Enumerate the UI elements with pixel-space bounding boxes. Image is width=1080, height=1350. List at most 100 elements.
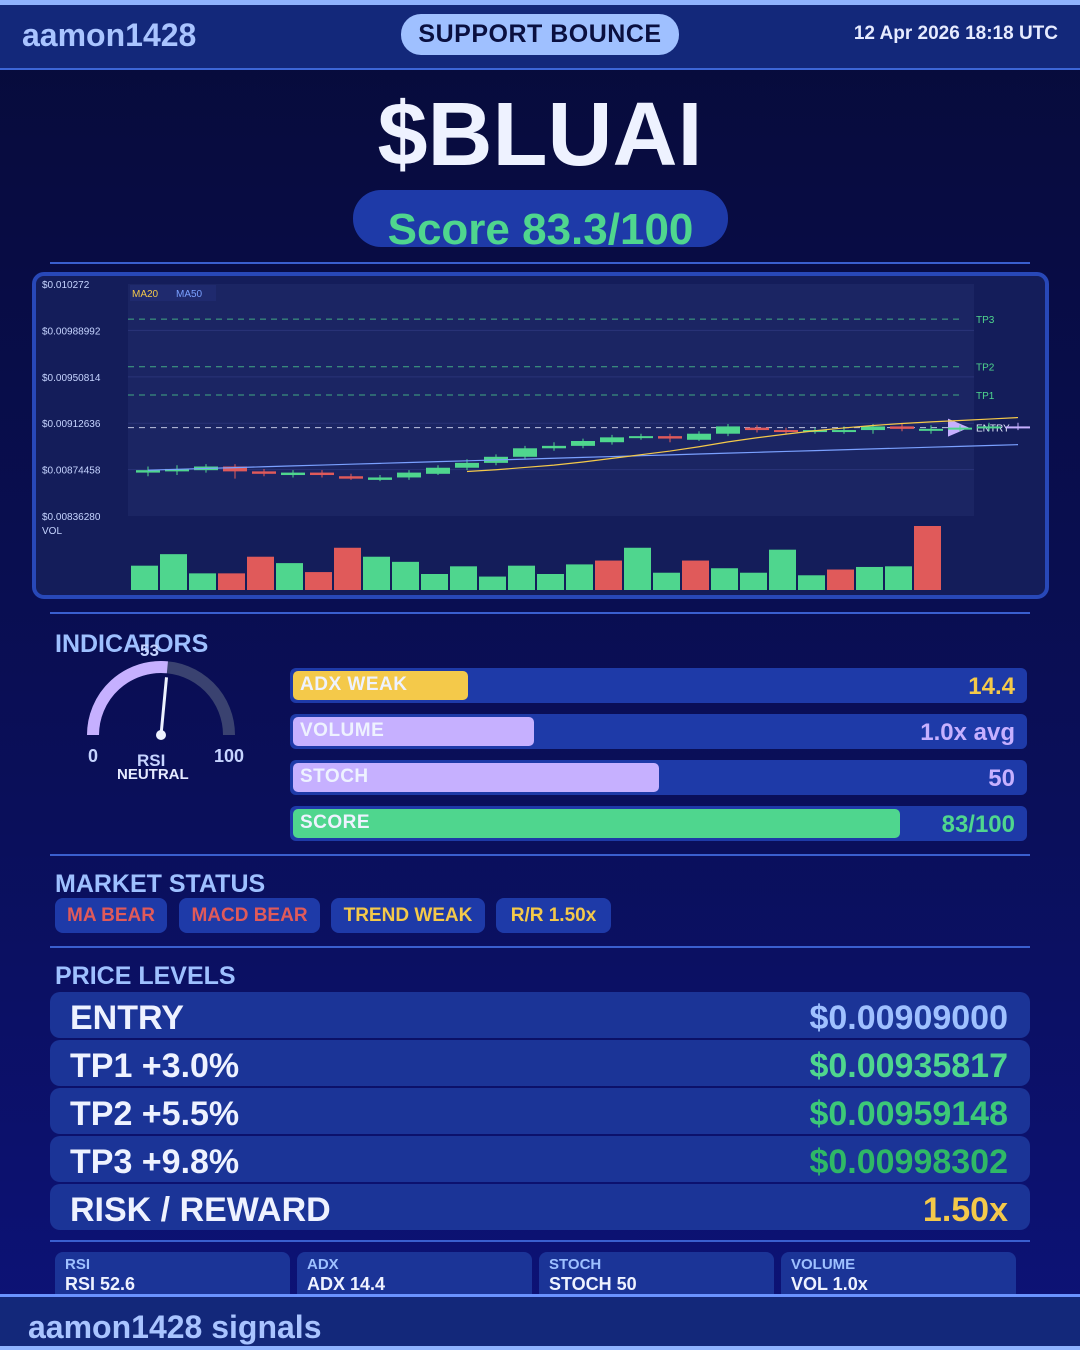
indicator-bar-value: 83/100 — [941, 811, 1015, 838]
signal-type-badge: SUPPORT BOUNCE — [401, 14, 679, 55]
status-badge-rr: R/R 1.50x — [496, 898, 611, 933]
legend-ma50: MA50 — [176, 289, 203, 300]
candle-body — [832, 430, 856, 433]
candle-body — [774, 430, 798, 433]
rsi-gauge-value: 53 — [140, 641, 159, 660]
candle-body — [745, 427, 769, 431]
status-badge-trend: TREND WEAK — [331, 898, 485, 933]
stat-title: VOLUME — [791, 1256, 856, 1273]
indicator-bar-score: SCORE 83/100 — [290, 806, 1027, 841]
bottom-accent-line — [0, 1346, 1080, 1350]
candle-body — [310, 472, 334, 476]
footer-brand: aamon1428 signals — [28, 1309, 322, 1345]
indicator-bar-fill — [293, 717, 535, 746]
volume-bar — [508, 565, 535, 590]
candle-body — [397, 472, 421, 478]
volume-bar — [798, 575, 825, 590]
stat-value: STOCH 50 — [549, 1274, 637, 1294]
level-label: TP1 — [976, 391, 995, 402]
stat-title: RSI — [65, 1256, 91, 1273]
level-name: ENTRY — [70, 999, 184, 1037]
stat-value: ADX 14.4 — [307, 1274, 386, 1294]
plot-area — [128, 284, 974, 516]
volume-bar — [711, 568, 738, 590]
volume-bar — [624, 547, 651, 590]
stat-card-rsi: RSI RSI 52.6 — [55, 1252, 290, 1298]
rsi-gauge-max: 100 — [214, 746, 245, 766]
level-row-risk-reward: RISK / REWARD 1.50x — [50, 1184, 1030, 1230]
price-tick-label: $0.00950814 — [42, 373, 101, 384]
gauge-fill — [87, 661, 168, 736]
market-status-title: MARKET STATUS — [55, 870, 266, 898]
indicator-bar-fill — [293, 763, 659, 792]
indicator-bar-adx: ADX WEAK 14.4 — [290, 668, 1027, 703]
indicator-bar-stoch: STOCH 50 — [290, 760, 1027, 795]
ma50-line — [147, 444, 1019, 471]
level-label: ENTRY — [976, 424, 1010, 435]
level-name: TP1 +3.0% — [70, 1047, 240, 1085]
volume-bar — [653, 572, 680, 590]
candle-body — [1006, 426, 1030, 429]
rsi-gauge-label: RSI — [137, 751, 166, 770]
price-tick-label: $0.00912636 — [42, 419, 101, 430]
indicator-bar-value: 1.0x avg — [920, 719, 1015, 746]
indicator-bar-fill — [293, 671, 469, 700]
brand-name: aamon1428 — [22, 17, 197, 53]
indicator-bar-label: ADX WEAK — [300, 674, 408, 695]
price-chart: $0.010272 $0.00988992 $0.00950814 $0.009126… — [32, 272, 1049, 599]
candle-body — [861, 426, 885, 431]
level-row-tp3: TP3 +9.8% $0.00998302 — [50, 1136, 1030, 1182]
candle-body — [629, 436, 653, 439]
indicator-bar-fill — [293, 809, 900, 838]
candle-body — [513, 448, 537, 457]
ma20-line — [466, 416, 1019, 473]
divider — [50, 854, 1030, 856]
level-price: 1.50x — [922, 1191, 1008, 1229]
divider — [50, 262, 1030, 264]
volume-bar — [827, 569, 854, 590]
candle-body — [919, 428, 943, 431]
indicator-bar-label: STOCH — [300, 766, 369, 787]
candle-body — [890, 426, 914, 429]
candle-body — [223, 466, 247, 472]
candle-body — [339, 476, 363, 479]
price-tick-label: $0.00874458 — [42, 466, 101, 477]
stat-value: VOL 1.0x — [791, 1274, 868, 1294]
volume-bar — [595, 560, 622, 590]
volume-bar — [131, 565, 158, 590]
level-row-tp2: TP2 +5.5% $0.00959148 — [50, 1088, 1030, 1134]
stat-card-volume: VOLUME VOL 1.0x — [781, 1252, 1016, 1298]
volume-bar — [450, 566, 477, 590]
volume-bar — [856, 566, 883, 590]
indicator-bar-volume: VOLUME 1.0x avg — [290, 714, 1027, 749]
divider — [50, 612, 1030, 614]
stat-title: STOCH — [549, 1256, 602, 1273]
level-price: $0.00935817 — [809, 1047, 1008, 1085]
indicator-bar-value: 14.4 — [968, 673, 1015, 700]
gauge-pivot — [156, 730, 166, 740]
volume-bar — [276, 563, 303, 590]
candle-body — [542, 445, 566, 449]
volume-bar — [740, 572, 767, 590]
level-price: $0.00959148 — [809, 1095, 1008, 1133]
volume-bar — [363, 556, 390, 590]
volume-bar — [218, 573, 245, 590]
candle-body — [571, 440, 595, 446]
stat-value: RSI 52.6 — [65, 1274, 136, 1294]
stat-title: ADX — [307, 1256, 339, 1273]
header-bar: aamon1428 SUPPORT BOUNCE 12 Apr 2026 18:… — [0, 5, 1080, 70]
rsi-gauge-min: 0 — [88, 746, 99, 766]
score-text: Score 83.3/100 — [387, 205, 694, 247]
footer-bar: aamon1428 signals — [0, 1294, 1080, 1350]
indicator-bar-label: VOLUME — [300, 720, 385, 741]
candle-body — [368, 477, 392, 480]
volume-bar — [247, 556, 274, 590]
volume-bar — [885, 566, 912, 590]
level-price: $0.00998302 — [809, 1143, 1008, 1181]
volume-bar — [305, 572, 332, 590]
price-tick-label: $0.00836280 — [42, 512, 101, 523]
level-row-entry: ENTRY $0.00909000 — [50, 992, 1030, 1038]
volume-bar — [479, 576, 506, 590]
candle-body — [426, 467, 450, 474]
stat-card-stoch: STOCH STOCH 50 — [539, 1252, 774, 1298]
